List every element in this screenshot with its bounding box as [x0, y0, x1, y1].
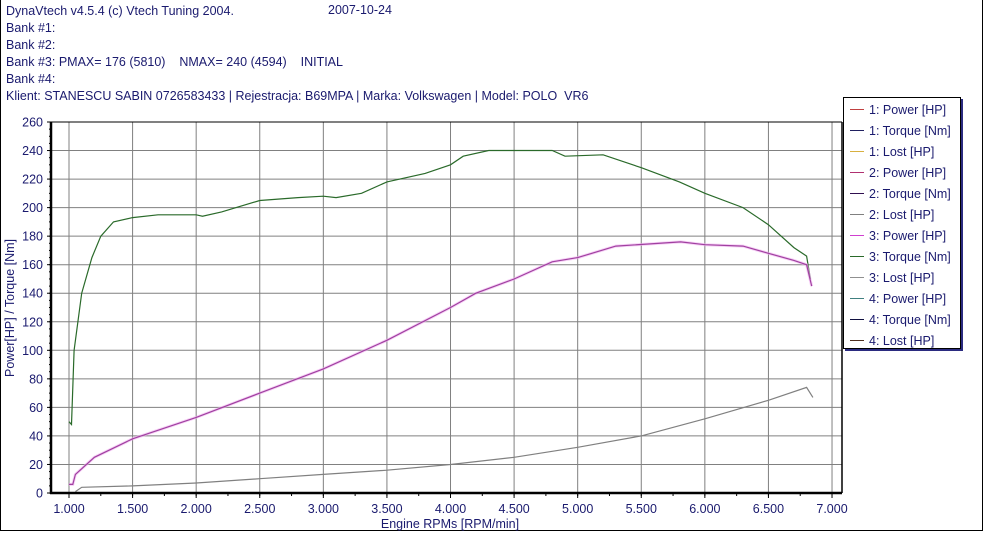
- y-tick-label: 20: [29, 458, 43, 472]
- y-tick-label: 260: [22, 116, 43, 130]
- bank-1-info: Bank #1:: [6, 21, 56, 35]
- series-line-3-torque-nm-: [68, 149, 811, 427]
- legend-item: 1: Torque [Nm]: [844, 120, 960, 141]
- legend-line-icon: [850, 109, 864, 110]
- x-tick-label: 5.500: [626, 502, 657, 516]
- legend-line-icon: [850, 151, 864, 152]
- legend-label: 2: Torque [Nm]: [869, 186, 951, 201]
- legend-item: 2: Torque [Nm]: [844, 183, 960, 204]
- legend-line-icon: [850, 130, 864, 131]
- legend-label: 4: Torque [Nm]: [869, 312, 951, 327]
- x-tick-label: 3.500: [371, 502, 402, 516]
- y-tick-label: 140: [22, 287, 43, 301]
- legend-label: 2: Lost [HP]: [869, 207, 935, 222]
- x-tick-label: 2.500: [244, 502, 275, 516]
- legend-line-icon: [850, 235, 864, 236]
- y-tick-label: 40: [29, 429, 43, 443]
- legend-label: 3: Power [HP]: [869, 228, 947, 243]
- legend-item: 2: Lost [HP]: [844, 204, 960, 225]
- legend-line-icon: [850, 256, 864, 257]
- bank-3-info: Bank #3: PMAX= 176 (5810) NMAX= 240 (459…: [6, 55, 343, 69]
- legend-line-icon: [850, 172, 864, 173]
- bank-4-info: Bank #4:: [6, 72, 56, 86]
- y-tick-label: 200: [22, 201, 43, 215]
- bank-2-info: Bank #2:: [6, 38, 56, 52]
- legend-item: 3: Power [HP]: [844, 225, 960, 246]
- x-axis-title: Engine RPMs [RPM/min]: [381, 517, 519, 531]
- legend-item: 4: Torque [Nm]: [844, 309, 960, 330]
- y-tick-label: 120: [22, 315, 43, 329]
- legend-item: 3: Lost [HP]: [844, 267, 960, 288]
- y-tick-label: 0: [36, 487, 43, 501]
- legend-item: 1: Power [HP]: [844, 99, 960, 120]
- x-tick-label: 6.500: [753, 502, 784, 516]
- legend-line-icon: [850, 319, 864, 320]
- legend-label: 1: Torque [Nm]: [869, 123, 951, 138]
- y-tick-label: 100: [22, 344, 43, 358]
- x-tick-label: 3.000: [308, 502, 339, 516]
- legend-label: 2: Power [HP]: [869, 165, 947, 180]
- grid-lines: [51, 121, 842, 493]
- legend-label: 1: Power [HP]: [869, 102, 947, 117]
- legend-item: 4: Lost [HP]: [844, 330, 960, 351]
- legend-item: 4: Power [HP]: [844, 288, 960, 309]
- x-tick-label: 5.000: [562, 502, 593, 516]
- legend-label: 3: Lost [HP]: [869, 270, 935, 285]
- legend-line-icon: [850, 277, 864, 278]
- legend-item: 1: Lost [HP]: [844, 141, 960, 162]
- legend-line-icon: [850, 298, 864, 299]
- x-tick-label: 6.000: [689, 502, 720, 516]
- legend-label: 4: Power [HP]: [869, 291, 947, 306]
- data-series: [68, 149, 814, 493]
- series-line-3-lost-hp-: [75, 386, 814, 493]
- legend-label: 3: Torque [Nm]: [869, 249, 951, 264]
- axes: 0 20 40 60 80 100 120 140 160 180 200 220 240 260 1.00…: [22, 116, 848, 517]
- y-tick-label: 220: [22, 173, 43, 187]
- x-tick-label: 4.500: [498, 502, 529, 516]
- legend-label: 1: Lost [HP]: [869, 144, 935, 159]
- report-header: DynaVtech v4.5.4 (c) Vtech Tuning 2004. …: [6, 3, 588, 105]
- y-tick-label: 80: [29, 372, 43, 386]
- y-tick-label: 240: [22, 144, 43, 158]
- legend-item: 2: Power [HP]: [844, 162, 960, 183]
- y-axis-title: Power[HP] / Torque [Nm]: [3, 239, 17, 377]
- y-tick-label: 160: [22, 258, 43, 272]
- x-tick-label: 1.500: [117, 502, 148, 516]
- x-tick-label: 2.000: [181, 502, 212, 516]
- x-tick-label: 4.000: [435, 502, 466, 516]
- legend-line-icon: [850, 340, 864, 341]
- y-tick-label: 60: [29, 401, 43, 415]
- legend-item: 3: Torque [Nm]: [844, 246, 960, 267]
- chart-legend: 1: Power [HP] 1: Torque [Nm] 1: Lost [HP] 2…: [843, 97, 961, 349]
- app-title: DynaVtech v4.5.4 (c) Vtech Tuning 2004.: [6, 4, 234, 18]
- report-date: 2007-10-24: [328, 3, 392, 17]
- y-tick-label: 180: [22, 230, 43, 244]
- x-tick-label: 7.000: [816, 502, 847, 516]
- legend-line-icon: [850, 193, 864, 194]
- legend-label: 4: Lost [HP]: [869, 333, 935, 348]
- series-line-3-power-hp-: [69, 241, 813, 485]
- legend-line-icon: [850, 214, 864, 215]
- x-tick-label: 1.000: [53, 502, 84, 516]
- client-info: Klient: STANESCU SABIN 0726583433 | Reje…: [6, 89, 589, 103]
